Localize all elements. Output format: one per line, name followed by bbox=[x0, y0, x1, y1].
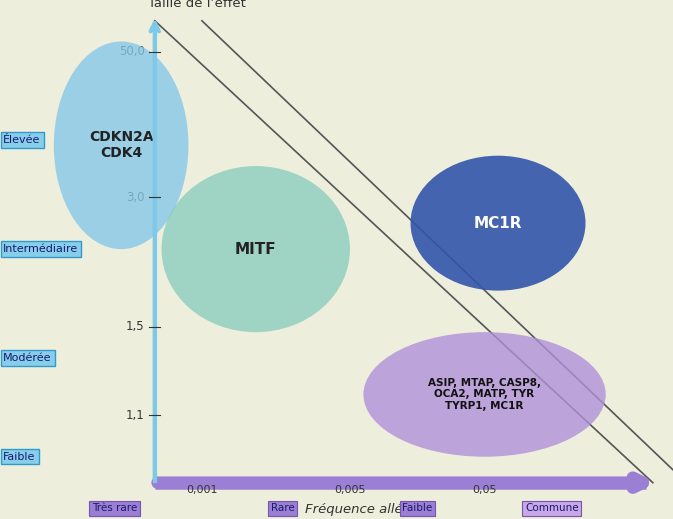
Text: MC1R: MC1R bbox=[474, 216, 522, 230]
Text: 0,005: 0,005 bbox=[334, 485, 365, 495]
Text: 0,001: 0,001 bbox=[186, 485, 217, 495]
Text: CDKN2A
CDK4: CDKN2A CDK4 bbox=[89, 130, 153, 160]
Ellipse shape bbox=[363, 332, 606, 457]
Text: Fréquence allélique: Fréquence allélique bbox=[306, 503, 435, 516]
Text: Faible: Faible bbox=[402, 503, 432, 513]
Text: Taille de l’effet: Taille de l’effet bbox=[148, 0, 246, 10]
Ellipse shape bbox=[54, 42, 188, 249]
Text: MITF: MITF bbox=[235, 242, 277, 256]
Text: ASIP, MTAP, CASP8,
OCA2, MATP, TYR
TYRP1, MC1R: ASIP, MTAP, CASP8, OCA2, MATP, TYR TYRP1… bbox=[428, 378, 541, 411]
Text: 3,0: 3,0 bbox=[127, 190, 145, 204]
Text: Faible: Faible bbox=[3, 452, 36, 462]
Text: 50,0: 50,0 bbox=[119, 45, 145, 59]
Ellipse shape bbox=[411, 156, 586, 291]
Text: Commune: Commune bbox=[525, 503, 579, 513]
Text: 1,5: 1,5 bbox=[126, 320, 145, 334]
Text: 1,1: 1,1 bbox=[126, 408, 145, 422]
Text: Intermédiaire: Intermédiaire bbox=[3, 244, 79, 254]
Text: Très rare: Très rare bbox=[92, 503, 137, 513]
Text: Rare: Rare bbox=[271, 503, 295, 513]
Ellipse shape bbox=[162, 166, 350, 332]
Text: 0,05: 0,05 bbox=[472, 485, 497, 495]
Text: Élevée: Élevée bbox=[3, 135, 41, 145]
Text: Modérée: Modérée bbox=[3, 353, 52, 363]
